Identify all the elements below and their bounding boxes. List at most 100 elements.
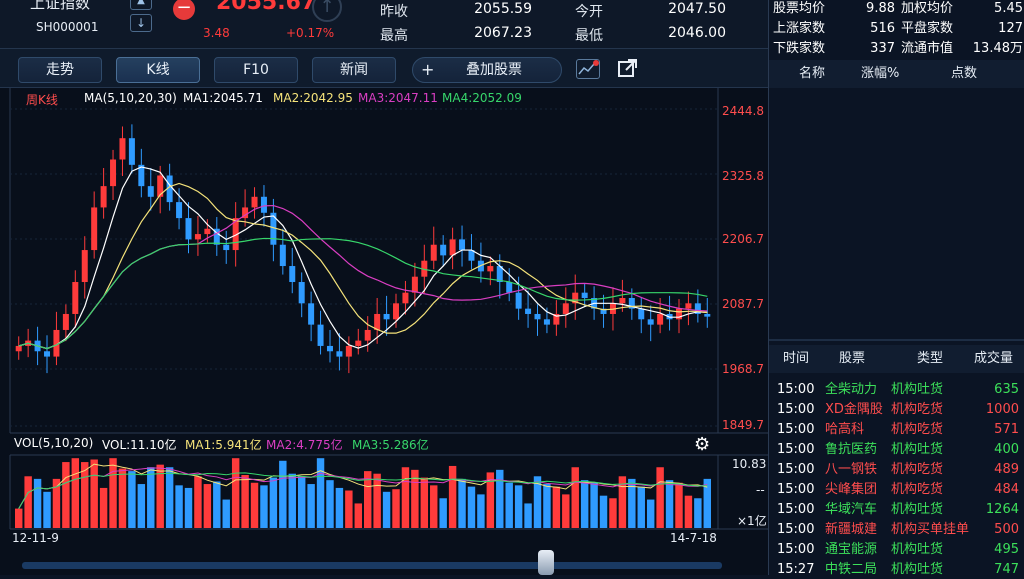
- overlay-stock-button[interactable]: + 叠加股票: [412, 57, 562, 83]
- low-label: 最低: [575, 28, 603, 44]
- chart-settings-icon[interactable]: [576, 59, 600, 79]
- block-trade-row[interactable]: 15:00 尖峰集团 机构吃货 484: [769, 480, 1024, 500]
- trade-type: 机构吃货: [891, 462, 944, 477]
- stat-value: 9.88: [866, 1, 895, 16]
- volume-bar: [316, 458, 325, 528]
- ma-line: [18, 237, 708, 350]
- chart-scrollbar[interactable]: [22, 562, 722, 569]
- collapse-button[interactable]: ▲: [130, 0, 152, 10]
- vol-ma3: MA3:5.286亿: [352, 438, 429, 452]
- stock-code: SH000001: [36, 20, 99, 34]
- vol-params: VOL(5,10,20): [14, 436, 94, 450]
- quote-header: 上证指数 ▲ SH000001 ↓ − 2055.67 ↑ 3.48 +0.17…: [0, 0, 768, 48]
- block-trade-row[interactable]: 15:00 全柴动力 机构吐货 635: [769, 380, 1024, 400]
- trade-volume: 495: [994, 542, 1019, 557]
- volume-bar: [694, 498, 702, 528]
- candle-body: [647, 319, 654, 325]
- block-trade-row[interactable]: 15:00 八一钢铁 机构吃货 489: [769, 460, 1024, 480]
- trade-time: 15:00: [777, 522, 815, 537]
- volume-bar: [213, 481, 221, 528]
- block-trade-row[interactable]: 15:00 鲁抗医药 机构吐货 400: [769, 440, 1024, 460]
- volume-bar: [335, 487, 344, 528]
- volume-bar: [637, 486, 645, 528]
- volume-bar: [467, 486, 476, 528]
- tab-news[interactable]: 新闻: [312, 57, 396, 83]
- volume-bar: [599, 495, 608, 528]
- volume-bar: [137, 484, 146, 528]
- block-trade-list[interactable]: 15:00 全柴动力 机构吐货 635 15:00 XD金隅股 机构吃货 1000 15:00 哈…: [769, 380, 1024, 575]
- candle-body: [213, 228, 220, 245]
- ma1-value: MA1:2045.71: [183, 91, 263, 105]
- candle-body: [223, 244, 230, 251]
- share-icon[interactable]: [617, 57, 639, 79]
- trade-volume: 489: [994, 462, 1019, 477]
- volume-bar: [241, 474, 249, 528]
- trade-stock: XD金隅股: [825, 402, 883, 417]
- volume-bar: [703, 478, 711, 528]
- volume-bar: [580, 480, 589, 528]
- candle-body: [270, 212, 277, 245]
- block-trade-row[interactable]: 15:00 华域汽车 机构吐货 1264: [769, 500, 1024, 520]
- candle-body: [383, 313, 390, 320]
- volume-bar: [222, 499, 230, 528]
- candle-body: [496, 266, 503, 283]
- volume-bar: [382, 491, 391, 528]
- candle-body: [326, 345, 333, 352]
- volume-bar: [618, 476, 627, 528]
- remove-watch-button[interactable]: −: [173, 0, 195, 20]
- candle-body: [628, 297, 635, 309]
- volume-bar: [609, 498, 617, 528]
- trade-time: 15:00: [777, 482, 815, 497]
- tab-f10[interactable]: F10: [214, 57, 298, 83]
- candle-body: [638, 308, 645, 320]
- change-value: 3.48: [203, 26, 230, 40]
- candle-body: [336, 351, 343, 357]
- trade-stock: 尖峰集团: [825, 482, 878, 497]
- ma2-value: MA2:2042.95: [273, 91, 353, 105]
- open-label: 今开: [575, 4, 603, 20]
- candle-body: [487, 266, 494, 272]
- tab-trend[interactable]: 走势: [18, 57, 102, 83]
- volume-bar: [118, 468, 127, 528]
- kline-chart-svg: [9, 88, 768, 530]
- candle-body: [468, 250, 475, 261]
- trade-stock: 鲁抗医药: [825, 442, 878, 457]
- volume-bar: [128, 471, 136, 528]
- volume-bar: [373, 473, 381, 528]
- tab-kline[interactable]: K线: [116, 57, 200, 83]
- ma3-value: MA3:2047.11: [358, 91, 438, 105]
- candle-body: [459, 239, 466, 251]
- vol-unit: ×1亿: [737, 514, 767, 528]
- vol-top-tick: 10.83: [732, 457, 767, 471]
- gear-icon[interactable]: ⚙: [694, 434, 711, 455]
- block-trade-row[interactable]: 15:00 新疆城建 机构买单挂单 500: [769, 520, 1024, 540]
- candle-body: [525, 308, 532, 314]
- block-trade-row[interactable]: 15:00 XD金隅股 机构吃货 1000: [769, 400, 1024, 420]
- volume-bar: [392, 489, 400, 528]
- stat-label-2: 加权均价: [901, 1, 954, 16]
- trade-time: 15:00: [777, 502, 815, 517]
- candle-body: [515, 292, 522, 309]
- kline-chart[interactable]: 周K线 MA(5,10,20,30) MA1:2045.71 MA2:2042.…: [0, 88, 768, 575]
- expand-button[interactable]: ↓: [130, 14, 152, 32]
- volume-bar: [175, 485, 183, 528]
- volume-bar: [439, 498, 447, 528]
- trade-volume: 500: [994, 522, 1019, 537]
- trade-volume: 484: [994, 482, 1019, 497]
- volume-bar: [505, 482, 513, 528]
- candle-body: [91, 207, 98, 251]
- trade-stock: 八一钢铁: [825, 462, 878, 477]
- trade-stock: 中铁二局: [825, 562, 878, 575]
- trade-stock: 通宝能源: [825, 542, 878, 557]
- candle-body: [242, 207, 249, 219]
- block-trade-row[interactable]: 15:27 中铁二局 机构吐货 747: [769, 560, 1024, 575]
- vol-ma2: MA2:4.775亿: [266, 438, 343, 452]
- candle-body: [421, 260, 428, 277]
- volume-bar: [665, 480, 674, 528]
- block-trade-row[interactable]: 15:00 通宝能源 机构吐货 495: [769, 540, 1024, 560]
- scrollbar-handle[interactable]: [538, 550, 554, 575]
- stat-label: 下跌家数: [773, 41, 826, 56]
- block-trade-row[interactable]: 15:00 哈高科 机构吃货 571: [769, 420, 1024, 440]
- candle-body: [138, 164, 145, 187]
- volume-bar: [90, 459, 98, 528]
